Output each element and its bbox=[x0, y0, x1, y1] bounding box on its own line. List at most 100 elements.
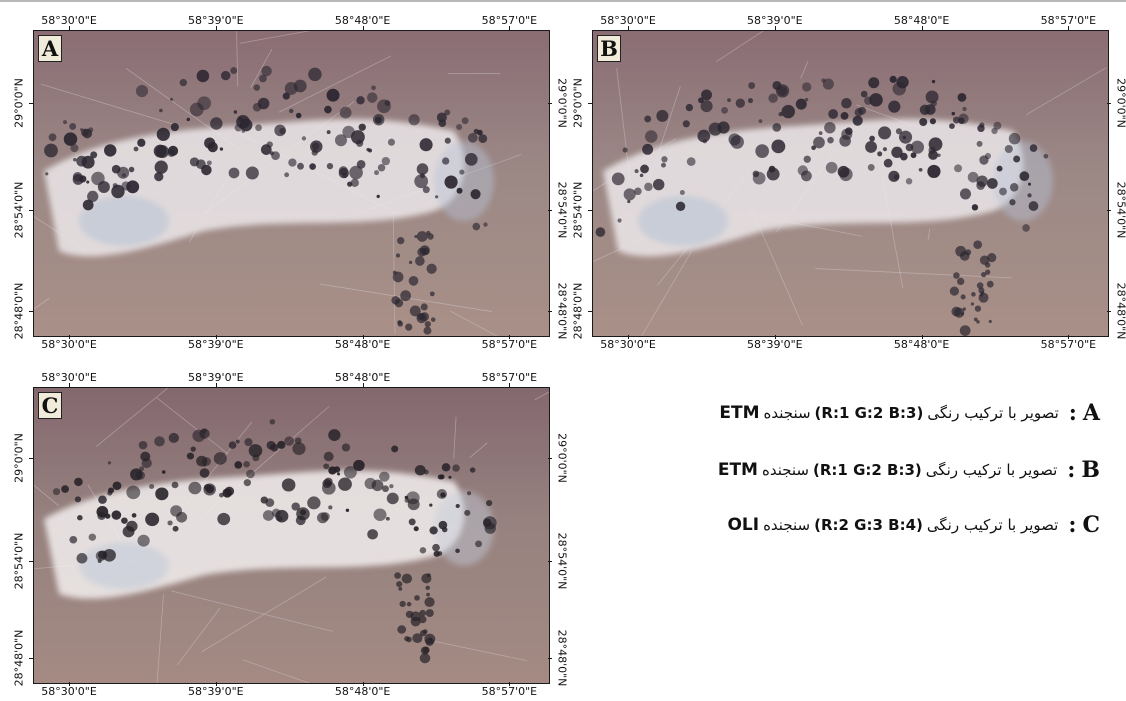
tick-mark bbox=[29, 457, 33, 459]
longitude-label: 58°57'0"E bbox=[481, 371, 538, 384]
tick-mark bbox=[1068, 335, 1070, 339]
tick-mark bbox=[29, 658, 33, 660]
tick-mark bbox=[362, 383, 364, 387]
longitude-label: 58°48'0"E bbox=[334, 371, 391, 384]
legend-description: تصویر با ترکیب رنگی bbox=[926, 516, 1059, 534]
latitude-label-left: 29°0'0"N bbox=[12, 78, 26, 129]
tick-mark bbox=[548, 561, 552, 563]
legend-sensor-prefix: سنجنده bbox=[761, 461, 810, 479]
top-border-line bbox=[0, 0, 1126, 2]
longitude-label: 58°57'0"E bbox=[481, 685, 538, 698]
tick-mark bbox=[29, 561, 33, 563]
longitude-label: 58°39'0"E bbox=[188, 338, 244, 351]
longitude-label: 58°48'0"E bbox=[334, 14, 391, 27]
tick-mark bbox=[588, 209, 592, 211]
longitude-label: 58°30'0"E bbox=[41, 685, 97, 698]
legend-letter: A bbox=[1082, 400, 1100, 426]
tick-mark bbox=[215, 26, 217, 30]
legend-band-combo: (R:1 G:2 B:3) bbox=[813, 461, 922, 479]
tick-mark bbox=[69, 335, 71, 339]
legend-sensor: OLI bbox=[727, 515, 760, 535]
latitude-label-left: 28°54'0"N bbox=[12, 181, 26, 239]
legend-sensor-prefix: سنجنده bbox=[763, 404, 811, 422]
legend-band-combo: (R:2 G:3 B:4) bbox=[814, 516, 923, 534]
tick-mark bbox=[69, 26, 71, 30]
tick-mark bbox=[921, 26, 923, 30]
longitude-label: 58°57'0"E bbox=[1040, 14, 1097, 27]
legend-description: تصویر با ترکیب رنگی bbox=[925, 461, 1058, 479]
tick-mark bbox=[29, 209, 33, 211]
tick-mark bbox=[362, 335, 364, 339]
longitude-label: 58°39'0"E bbox=[747, 338, 803, 351]
tick-mark bbox=[628, 26, 630, 30]
longitude-label: 58°39'0"E bbox=[747, 14, 803, 27]
longitude-label: 58°48'0"E bbox=[893, 14, 950, 27]
latitude-label-left: 28°54'0"N bbox=[571, 181, 585, 239]
latitude-label-right: 28°48'0"N bbox=[555, 629, 569, 687]
latitude-label-right: 28°48'0"N bbox=[1114, 282, 1126, 339]
longitude-label: 58°39'0"E bbox=[188, 371, 244, 384]
legend-description: تصویر با ترکیب رنگی bbox=[927, 404, 1059, 422]
longitude-label: 58°57'0"E bbox=[1040, 338, 1097, 351]
tick-mark bbox=[921, 335, 923, 339]
satellite-image: C bbox=[33, 387, 550, 684]
tick-mark bbox=[509, 682, 511, 686]
tick-mark bbox=[588, 310, 592, 312]
legend-letter: C bbox=[1082, 512, 1100, 538]
tick-mark bbox=[1107, 103, 1111, 105]
longitude-label: 58°48'0"E bbox=[334, 338, 391, 351]
tick-mark bbox=[548, 310, 552, 312]
latitude-label-right: 29°0'0"N bbox=[1114, 78, 1126, 129]
tick-mark bbox=[588, 103, 592, 105]
longitude-label: 58°39'0"E bbox=[188, 685, 244, 698]
latitude-label-right: 28°54'0"N bbox=[1114, 181, 1126, 239]
longitude-label: 58°57'0"E bbox=[481, 338, 538, 351]
latitude-label-left: 28°48'0"N bbox=[12, 629, 26, 687]
legend-row-c: OLI سنجنده (R:2 G:3 B:4) تصویر با ترکیب … bbox=[727, 512, 1100, 538]
tick-mark bbox=[69, 383, 71, 387]
latitude-label-right: 29°0'0"N bbox=[555, 78, 569, 129]
satellite-image: B bbox=[592, 30, 1109, 337]
tick-mark bbox=[29, 310, 33, 312]
tick-mark bbox=[548, 457, 552, 459]
latitude-label-left: 28°48'0"N bbox=[571, 282, 585, 339]
longitude-label: 58°57'0"E bbox=[481, 14, 538, 27]
tick-mark bbox=[362, 26, 364, 30]
panel-letter: C bbox=[38, 392, 62, 419]
tick-mark bbox=[774, 335, 776, 339]
tick-mark bbox=[215, 682, 217, 686]
legend-separator: : bbox=[1068, 400, 1077, 426]
satellite-image: A bbox=[33, 30, 550, 337]
latitude-label-left: 28°48'0"N bbox=[12, 282, 26, 339]
legend-letter: B bbox=[1081, 457, 1100, 483]
tick-mark bbox=[548, 103, 552, 105]
legend-row-a: ETM سنجنده (R:1 G:2 B:3) تصویر با ترکیب … bbox=[719, 400, 1100, 426]
tick-mark bbox=[215, 383, 217, 387]
legend-band-combo: (R:1 G:2 B:3) bbox=[814, 404, 924, 422]
tick-mark bbox=[548, 658, 552, 660]
tick-mark bbox=[548, 209, 552, 211]
longitude-label: 58°30'0"E bbox=[600, 14, 656, 27]
latitude-label-left: 29°0'0"N bbox=[571, 78, 585, 129]
longitude-label: 58°30'0"E bbox=[41, 371, 97, 384]
tick-mark bbox=[1107, 209, 1111, 211]
legend-sensor-prefix: سنجنده bbox=[763, 516, 811, 534]
satellite-image-render bbox=[593, 31, 1108, 336]
tick-mark bbox=[509, 383, 511, 387]
longitude-label: 58°30'0"E bbox=[600, 338, 656, 351]
satellite-image-render bbox=[34, 388, 549, 683]
latitude-label-left: 29°0'0"N bbox=[12, 432, 26, 483]
tick-mark bbox=[29, 103, 33, 105]
legend-separator: : bbox=[1068, 512, 1077, 538]
longitude-label: 58°39'0"E bbox=[188, 14, 244, 27]
legend-sensor: ETM bbox=[719, 403, 760, 423]
satellite-image-render bbox=[34, 31, 549, 336]
latitude-label-right: 28°54'0"N bbox=[555, 181, 569, 239]
legend-separator: : bbox=[1067, 457, 1076, 483]
legend-row-b: ETM سنجنده (R:1 G:2 B:3) تصویر با ترکیب … bbox=[718, 457, 1100, 483]
tick-mark bbox=[509, 26, 511, 30]
tick-mark bbox=[69, 682, 71, 686]
longitude-label: 58°48'0"E bbox=[893, 338, 950, 351]
tick-mark bbox=[1068, 26, 1070, 30]
latitude-label-left: 28°54'0"N bbox=[12, 532, 26, 590]
